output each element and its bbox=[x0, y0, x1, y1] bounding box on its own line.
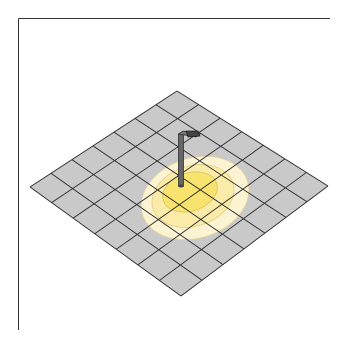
grid-line bbox=[134, 118, 287, 218]
grid-line bbox=[155, 104, 308, 203]
grid-lines bbox=[29, 90, 329, 297]
grid-line bbox=[176, 90, 329, 187]
grid-line bbox=[137, 158, 286, 266]
grid-line bbox=[50, 172, 203, 281]
street-lamp bbox=[177, 130, 201, 188]
lamp-base bbox=[178, 184, 184, 188]
grid-line bbox=[92, 145, 245, 250]
grid-line bbox=[71, 159, 224, 265]
grid-line bbox=[29, 90, 178, 188]
grid-line bbox=[180, 185, 329, 297]
light-inner bbox=[162, 171, 218, 213]
lamp-head bbox=[185, 130, 201, 138]
grid-line bbox=[29, 186, 182, 297]
grid-line bbox=[159, 172, 307, 281]
lamp-pole bbox=[178, 133, 184, 187]
grid-line bbox=[94, 131, 242, 235]
grid-line bbox=[51, 104, 199, 203]
grid-line bbox=[113, 131, 266, 234]
light-pool bbox=[140, 155, 250, 241]
grid-line bbox=[116, 144, 264, 250]
